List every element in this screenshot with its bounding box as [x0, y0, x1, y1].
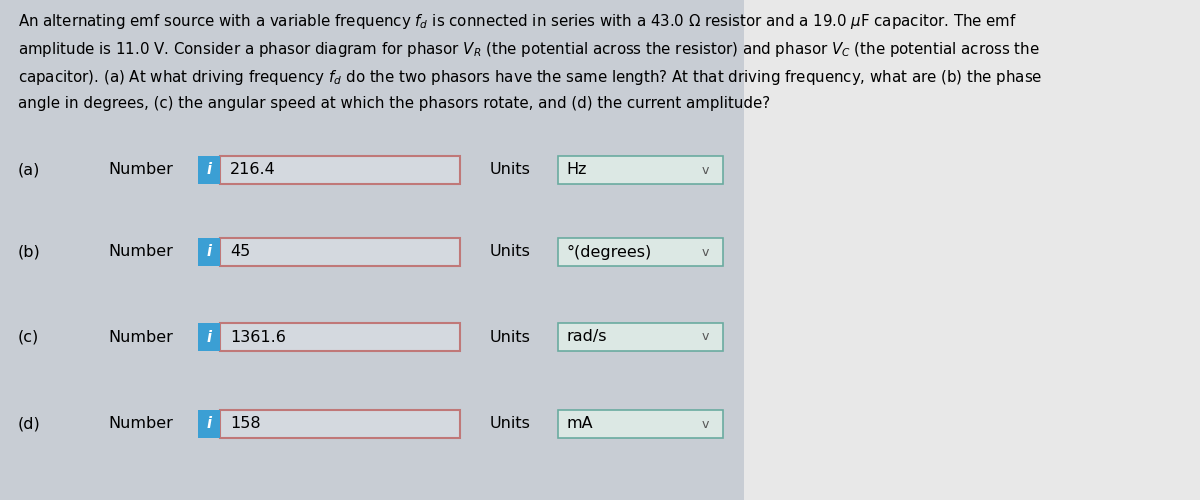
Text: 158: 158: [230, 416, 260, 432]
Text: angle in degrees, (c) the angular speed at which the phasors rotate, and (d) the: angle in degrees, (c) the angular speed …: [18, 96, 770, 111]
Bar: [198, 410, 220, 438]
Text: capacitor). (a) At what driving frequency $f_d$ do the two phasors have the same: capacitor). (a) At what driving frequenc…: [18, 68, 1043, 87]
Bar: [198, 323, 220, 351]
Text: i: i: [206, 330, 211, 344]
Text: 45: 45: [230, 244, 251, 260]
Text: Number: Number: [108, 244, 173, 260]
Bar: [558, 323, 722, 351]
Bar: [198, 238, 220, 266]
Bar: [558, 238, 722, 266]
Bar: [558, 410, 722, 438]
Text: rad/s: rad/s: [566, 330, 606, 344]
Bar: [744, 0, 1200, 500]
Text: i: i: [206, 162, 211, 178]
Text: Hz: Hz: [566, 162, 587, 178]
Bar: [220, 410, 460, 438]
Text: i: i: [206, 416, 211, 432]
Text: Number: Number: [108, 330, 173, 344]
Text: (b): (b): [18, 244, 41, 260]
Bar: [220, 156, 460, 184]
Text: v: v: [701, 418, 709, 430]
Bar: [558, 156, 722, 184]
Bar: [198, 156, 220, 184]
Text: An alternating emf source with a variable frequency $f_d$ is connected in series: An alternating emf source with a variabl…: [18, 12, 1018, 31]
Text: i: i: [206, 244, 211, 260]
Text: Units: Units: [490, 330, 530, 344]
Text: Units: Units: [490, 416, 530, 432]
Text: 216.4: 216.4: [230, 162, 276, 178]
Text: Units: Units: [490, 244, 530, 260]
Bar: [220, 323, 460, 351]
Text: Number: Number: [108, 162, 173, 178]
Text: amplitude is 11.0 V. Consider a phasor diagram for phasor $V_R$ (the potential a: amplitude is 11.0 V. Consider a phasor d…: [18, 40, 1039, 59]
Text: Units: Units: [490, 162, 530, 178]
Text: (d): (d): [18, 416, 41, 432]
Text: mA: mA: [566, 416, 593, 432]
Text: v: v: [701, 246, 709, 258]
Text: v: v: [701, 330, 709, 344]
Text: (c): (c): [18, 330, 40, 344]
Text: Number: Number: [108, 416, 173, 432]
Text: °(degrees): °(degrees): [566, 244, 652, 260]
Text: 1361.6: 1361.6: [230, 330, 286, 344]
Bar: [220, 238, 460, 266]
Text: v: v: [701, 164, 709, 176]
Text: (a): (a): [18, 162, 41, 178]
